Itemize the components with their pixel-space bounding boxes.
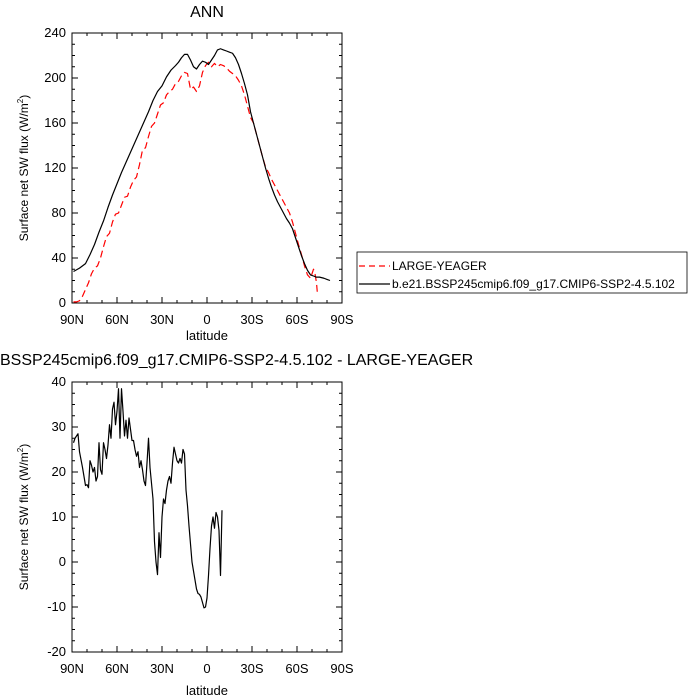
y-tick-label: 200 xyxy=(44,70,66,85)
y-tick-label: 10 xyxy=(52,509,66,524)
y-tick-label: 240 xyxy=(44,25,66,40)
top-chart-title: ANN xyxy=(190,4,224,21)
y-tick-label: 80 xyxy=(52,205,66,220)
series-line-1-0 xyxy=(72,388,223,609)
y-tick-label: 120 xyxy=(44,160,66,175)
top-plot-area xyxy=(73,48,331,303)
y-tick-label: 40 xyxy=(52,374,66,389)
bottom-y-axis-label-main: Surface net SW flux (W/m xyxy=(17,452,31,590)
y-tick-label: -20 xyxy=(47,644,66,659)
x-tick-label: 60S xyxy=(285,312,308,327)
bottom-chart-title: BSSP245cmip6.f09_g17.CMIP6-SSP2-4.5.102 … xyxy=(0,352,473,369)
y-tick-label: -10 xyxy=(47,599,66,614)
y-tick-label: 0 xyxy=(59,554,66,569)
x-tick-label: 60N xyxy=(105,661,129,676)
top-y-axis-label-sup: 2 xyxy=(16,98,25,103)
legend: LARGE-YEAGER b.e21.BSSP245cmip6.f09_g17.… xyxy=(356,251,688,294)
x-tick-label: 60N xyxy=(105,312,129,327)
top-axes: 90N 60N 30N 0 30S 60S 90S 0 40 80 120 160 200 240 xyxy=(44,25,354,327)
y-tick-label: 20 xyxy=(52,464,66,479)
x-tick-label: 30S xyxy=(240,661,263,676)
top-y-axis-label-close: ) xyxy=(17,95,31,99)
x-tick-label: 0 xyxy=(203,661,210,676)
legend-box xyxy=(356,251,688,294)
legend-label-large-yeager: LARGE-YEAGER xyxy=(392,259,487,273)
x-tick-label: 90S xyxy=(330,312,353,327)
y-tick-label: 0 xyxy=(59,295,66,310)
bottom-y-axis-label-close: ) xyxy=(17,444,31,448)
bottom-axes: 90N 60N 30N 0 30S 60S 90S -20 -10 0 10 20 30 40 xyxy=(47,374,354,676)
bottom-x-axis-label: latitude xyxy=(186,683,228,698)
x-tick-label: 30N xyxy=(150,312,174,327)
top-plot-frame xyxy=(71,32,343,304)
x-tick-label: 90S xyxy=(330,661,353,676)
x-tick-label: 30S xyxy=(240,312,263,327)
bottom-y-axis-label-sup: 2 xyxy=(16,447,25,452)
bottom-chart: BSSP245cmip6.f09_g17.CMIP6-SSP2-4.5.102 … xyxy=(0,352,473,698)
series-line-0-0 xyxy=(73,61,318,303)
y-tick-label: 30 xyxy=(52,419,66,434)
series-line-0-1 xyxy=(73,48,331,282)
x-tick-label: 0 xyxy=(203,312,210,327)
x-tick-label: 30N xyxy=(150,661,174,676)
top-y-axis-label: Surface net SW flux (W/m2) xyxy=(16,95,31,241)
legend-label-model: b.e21.BSSP245cmip6.f09_g17.CMIP6-SSP2-4.… xyxy=(392,277,675,291)
bottom-plot-frame xyxy=(71,381,343,653)
x-tick-label: 90N xyxy=(60,312,84,327)
top-y-axis-label-main: Surface net SW flux (W/m xyxy=(17,103,31,241)
top-chart: ANN 90N 60N 30N 0 30S 60S 90S 0 40 80 120 160 200 240… xyxy=(16,4,354,343)
x-tick-label: 60S xyxy=(285,661,308,676)
y-tick-label: 40 xyxy=(52,250,66,265)
bottom-plot-area xyxy=(72,388,223,609)
y-tick-label: 160 xyxy=(44,115,66,130)
bottom-y-axis-label: Surface net SW flux (W/m2) xyxy=(16,444,31,590)
x-tick-label: 90N xyxy=(60,661,84,676)
top-x-axis-label: latitude xyxy=(186,328,228,343)
